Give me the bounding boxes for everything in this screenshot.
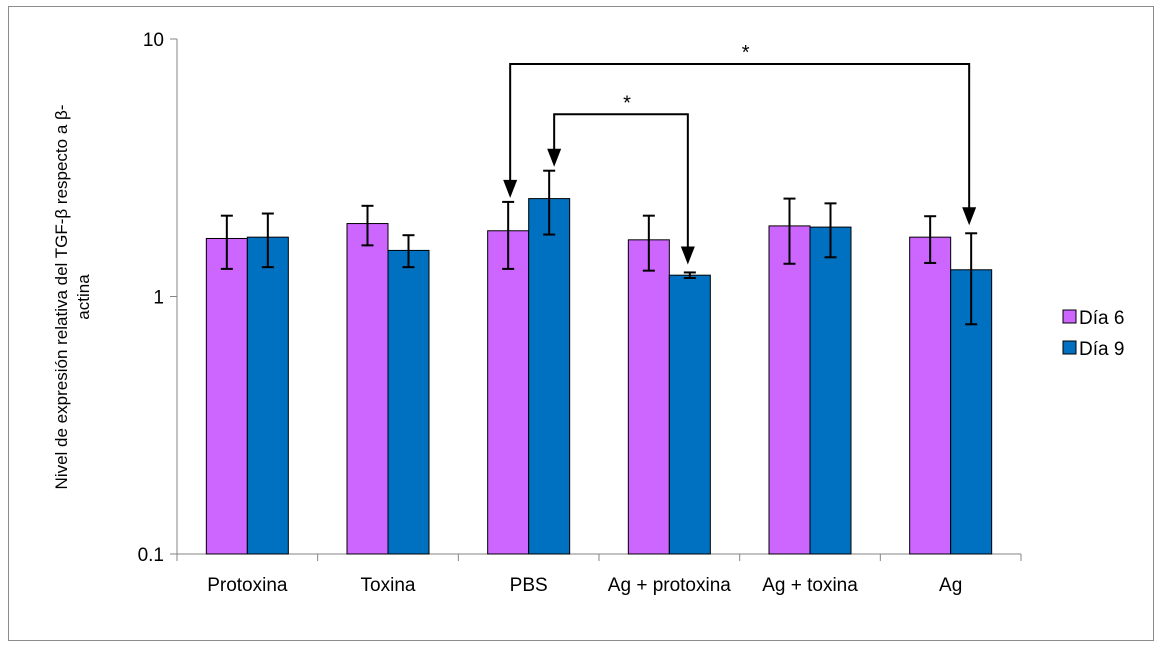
bars [205, 198, 993, 555]
axes: 0.1 1 10 Protoxina Toxina PBS Ag + protoxina Ag… [138, 30, 1022, 596]
significance-bracket [553, 113, 689, 249]
y-tick-label: 1 [153, 288, 164, 309]
y-axis-label-line: Nivel de expresión relativa del TGF-β re… [52, 105, 71, 490]
legend-label: Día 6 [1079, 308, 1124, 329]
y-axis-label-group: Nivel de expresión relativa del TGF-β re… [52, 105, 93, 490]
arrow-head [503, 179, 518, 198]
legend-swatch [1062, 309, 1077, 324]
legend-swatch [1062, 340, 1077, 355]
bar [528, 198, 571, 555]
y-tick-label: 0.1 [138, 545, 164, 566]
x-tick-label: Ag + protoxina [608, 575, 731, 596]
bar [768, 225, 811, 555]
error-bars [220, 169, 978, 326]
significance-star: * [623, 92, 631, 114]
bar [809, 226, 852, 555]
x-tick-label: Toxina [361, 575, 416, 596]
y-tick-label: 10 [143, 30, 164, 51]
chart-frame [8, 6, 1154, 641]
arrow-head [962, 207, 977, 226]
bar [627, 239, 670, 555]
bar [909, 236, 952, 555]
bar [487, 230, 530, 555]
legend: Día 6 Día 9 [1062, 308, 1124, 360]
legend-label: Día 9 [1079, 339, 1124, 360]
bar [246, 236, 289, 555]
bar [668, 274, 711, 555]
x-tick-label: Ag + toxina [762, 575, 858, 596]
y-axis-label-line: actina [74, 274, 93, 320]
x-tick-label: PBS [510, 575, 548, 596]
x-tick-label: Ag [939, 575, 962, 596]
arrow-head [680, 246, 695, 265]
significance-annotations: ** [503, 42, 977, 265]
y-axis-label: Nivel de expresión relativa del TGF-β re… [52, 105, 93, 490]
bar [387, 249, 430, 555]
bar [346, 223, 389, 555]
arrow-head [547, 148, 562, 167]
x-tick-label: Protoxina [207, 575, 288, 596]
significance-star: * [742, 42, 750, 64]
bar [205, 237, 248, 555]
significance-bracket [509, 62, 971, 210]
